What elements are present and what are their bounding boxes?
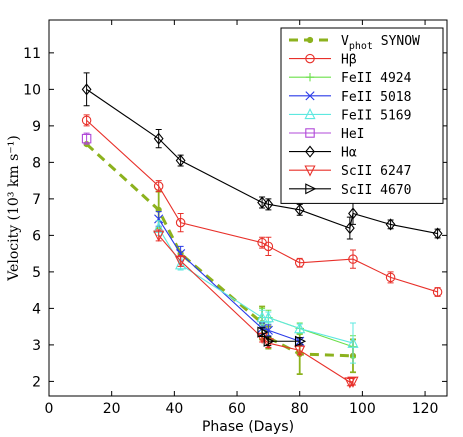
- legend-marker: [305, 73, 315, 82]
- data-point: [81, 115, 92, 126]
- data-point: [432, 227, 443, 240]
- legend-label: Vphot SYNOW: [341, 34, 420, 52]
- series-line: [158, 227, 354, 344]
- legend-label: ScII 6247: [341, 164, 411, 179]
- data-point: [385, 218, 396, 231]
- x-axis: 0 20 40 60 80 100 120: [45, 20, 439, 417]
- data-point: [263, 198, 274, 211]
- y-tick-label: 7: [32, 192, 41, 208]
- series-line: [86, 88, 438, 235]
- data-point: [81, 83, 92, 96]
- error-bar: [349, 249, 356, 269]
- data-point: [257, 196, 268, 209]
- x-tick-label: 120: [412, 401, 439, 417]
- x-tick-label: 40: [165, 401, 183, 417]
- y-tick-label: 6: [32, 228, 41, 244]
- legend-marker: [305, 128, 315, 138]
- legend-label: Hα: [341, 146, 357, 161]
- legend-label: FeII 4924: [341, 71, 412, 86]
- x-axis-label: Phase (Days): [202, 419, 294, 435]
- data-point: [263, 241, 274, 252]
- x-tick-label: 20: [103, 401, 121, 417]
- error-bar: [177, 154, 184, 167]
- data-point: [175, 256, 187, 268]
- series-4: [153, 220, 359, 364]
- legend-marker: [305, 53, 315, 64]
- data-point: [81, 133, 92, 144]
- legend-label: FeII 5018: [341, 90, 411, 105]
- plot-area-frame: [48, 19, 448, 397]
- series-2: [257, 307, 358, 359]
- data-point: [385, 272, 396, 283]
- data-point: [256, 311, 268, 323]
- legend-label: ScII 4670: [341, 183, 411, 198]
- series-line: [158, 235, 354, 383]
- data-point: [344, 377, 356, 389]
- y-tick-label: 9: [32, 119, 41, 135]
- data-point: [262, 311, 274, 323]
- legend-marker: [304, 107, 316, 120]
- y-tick-label: 5: [32, 265, 41, 281]
- series-1: [81, 114, 443, 297]
- legend-marker: [306, 36, 314, 44]
- data-point: [348, 254, 358, 264]
- data-point: [294, 345, 306, 357]
- error-bar: [259, 196, 266, 209]
- y-tick-label: 11: [23, 46, 41, 62]
- x-tick-label: 0: [45, 401, 54, 417]
- data-point: [175, 154, 186, 167]
- data-point: [347, 336, 359, 348]
- error-bar: [155, 129, 162, 149]
- legend-marker: [305, 183, 317, 195]
- x-tick-label: 100: [349, 401, 376, 417]
- data-point: [153, 132, 164, 145]
- data-point: [344, 222, 355, 235]
- legend-label: HeI: [341, 127, 364, 142]
- x-tick-label: 60: [228, 401, 246, 417]
- x-tick-label: 80: [291, 401, 309, 417]
- legend-box: [280, 27, 444, 204]
- data-point: [432, 287, 443, 297]
- data-point: [153, 181, 164, 191]
- data-point: [257, 326, 269, 338]
- error-bar: [177, 212, 184, 233]
- legend-label: Hβ: [341, 53, 357, 68]
- legend-marker: [305, 145, 315, 158]
- y-tick-label: 3: [32, 338, 41, 354]
- y-tick-label: 8: [32, 155, 41, 171]
- series-8: [257, 326, 307, 347]
- y-tick-label: 10: [23, 82, 41, 98]
- data-point: [263, 335, 275, 347]
- series-6: [81, 72, 443, 240]
- data-point: [347, 376, 359, 388]
- data-point: [294, 203, 305, 216]
- data-point: [175, 258, 187, 270]
- data-point: [175, 217, 186, 228]
- legend-marker: [305, 91, 315, 101]
- data-point: [294, 322, 306, 334]
- legend-marker: [304, 165, 316, 177]
- data-point: [154, 214, 164, 224]
- data-point: [294, 335, 307, 347]
- error-bar: [265, 236, 272, 256]
- series-line: [158, 218, 300, 342]
- error-bar: [349, 322, 356, 364]
- data-point: [348, 207, 358, 220]
- y-axis: 2 3 4 5 6 7 8 9 10 11: [23, 46, 447, 390]
- data-point: [294, 258, 305, 268]
- error-bar: [83, 72, 90, 107]
- legend-label: FeII 5169: [341, 108, 411, 123]
- data-point: [153, 230, 165, 242]
- y-axis-label: Velocity (10³ km s⁻¹): [6, 135, 22, 282]
- y-tick-label: 4: [32, 301, 41, 317]
- series-3: [154, 211, 305, 346]
- series-5: [81, 132, 92, 145]
- y-tick-label: 2: [32, 374, 41, 390]
- series-7: [153, 229, 359, 389]
